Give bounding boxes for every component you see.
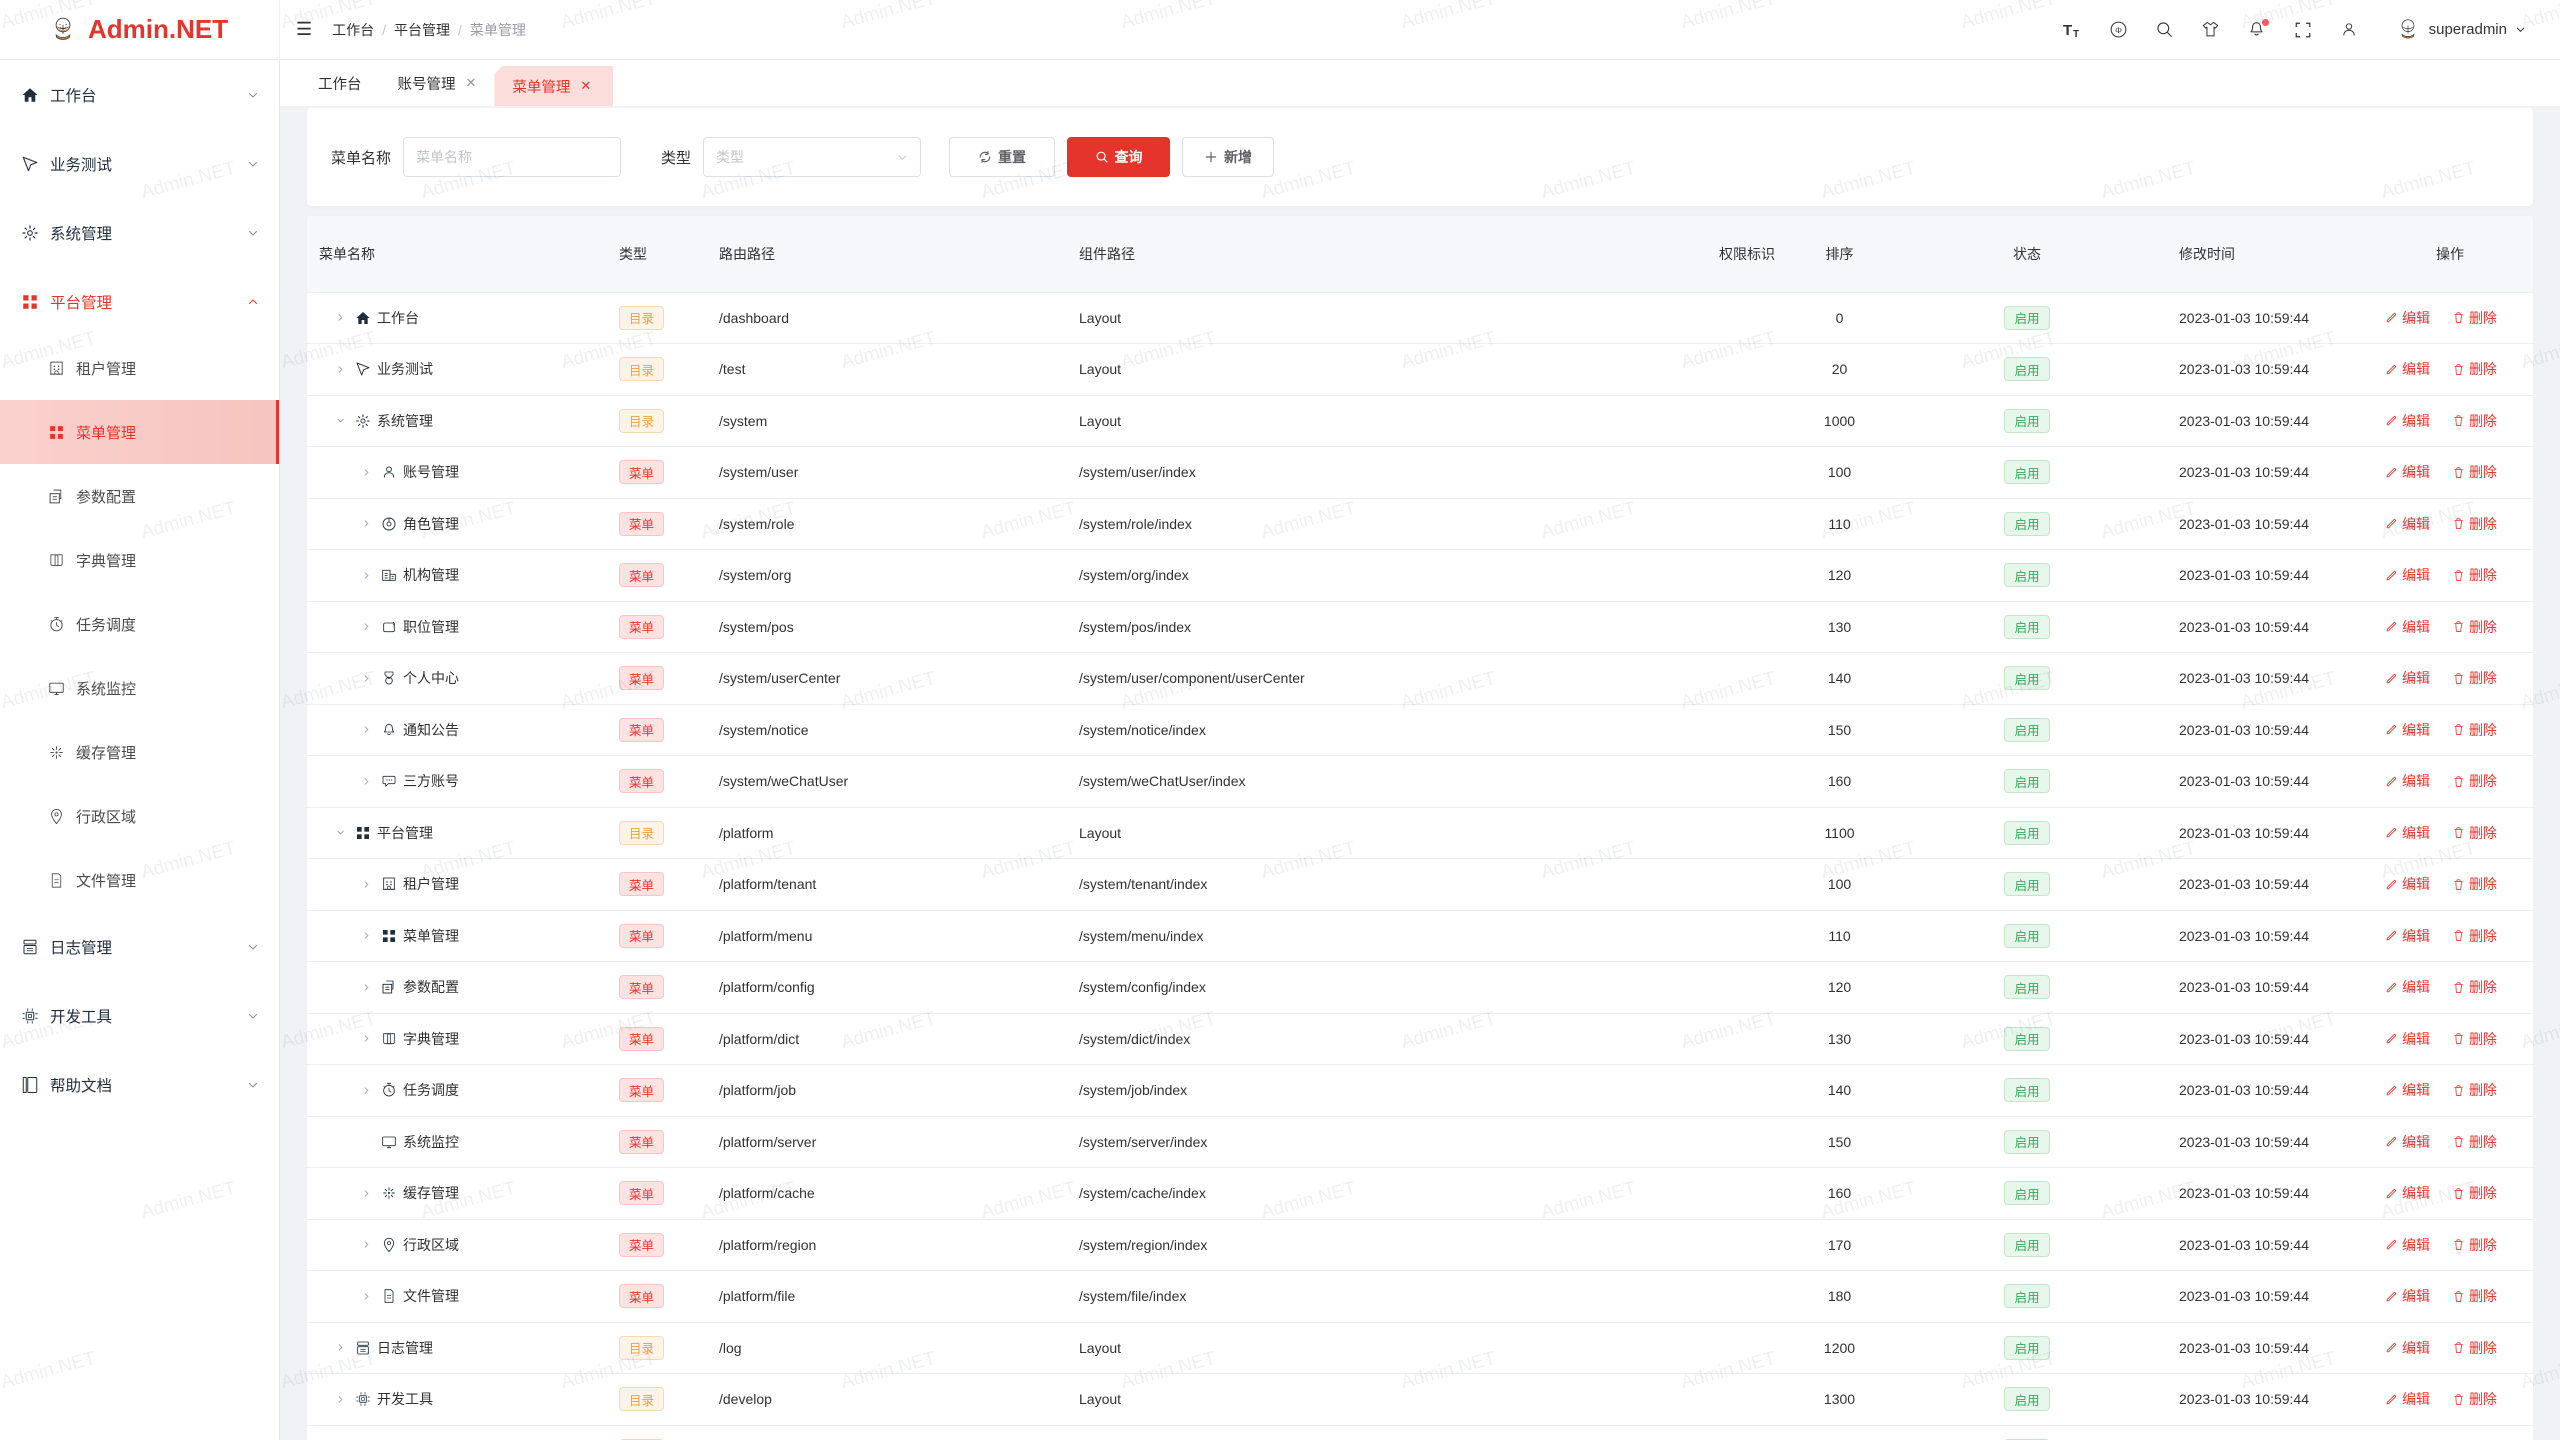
svg-text:T: T (2063, 22, 2072, 39)
svg-text:T: T (2073, 29, 2079, 39)
svg-text:Φ: Φ (2115, 25, 2122, 35)
